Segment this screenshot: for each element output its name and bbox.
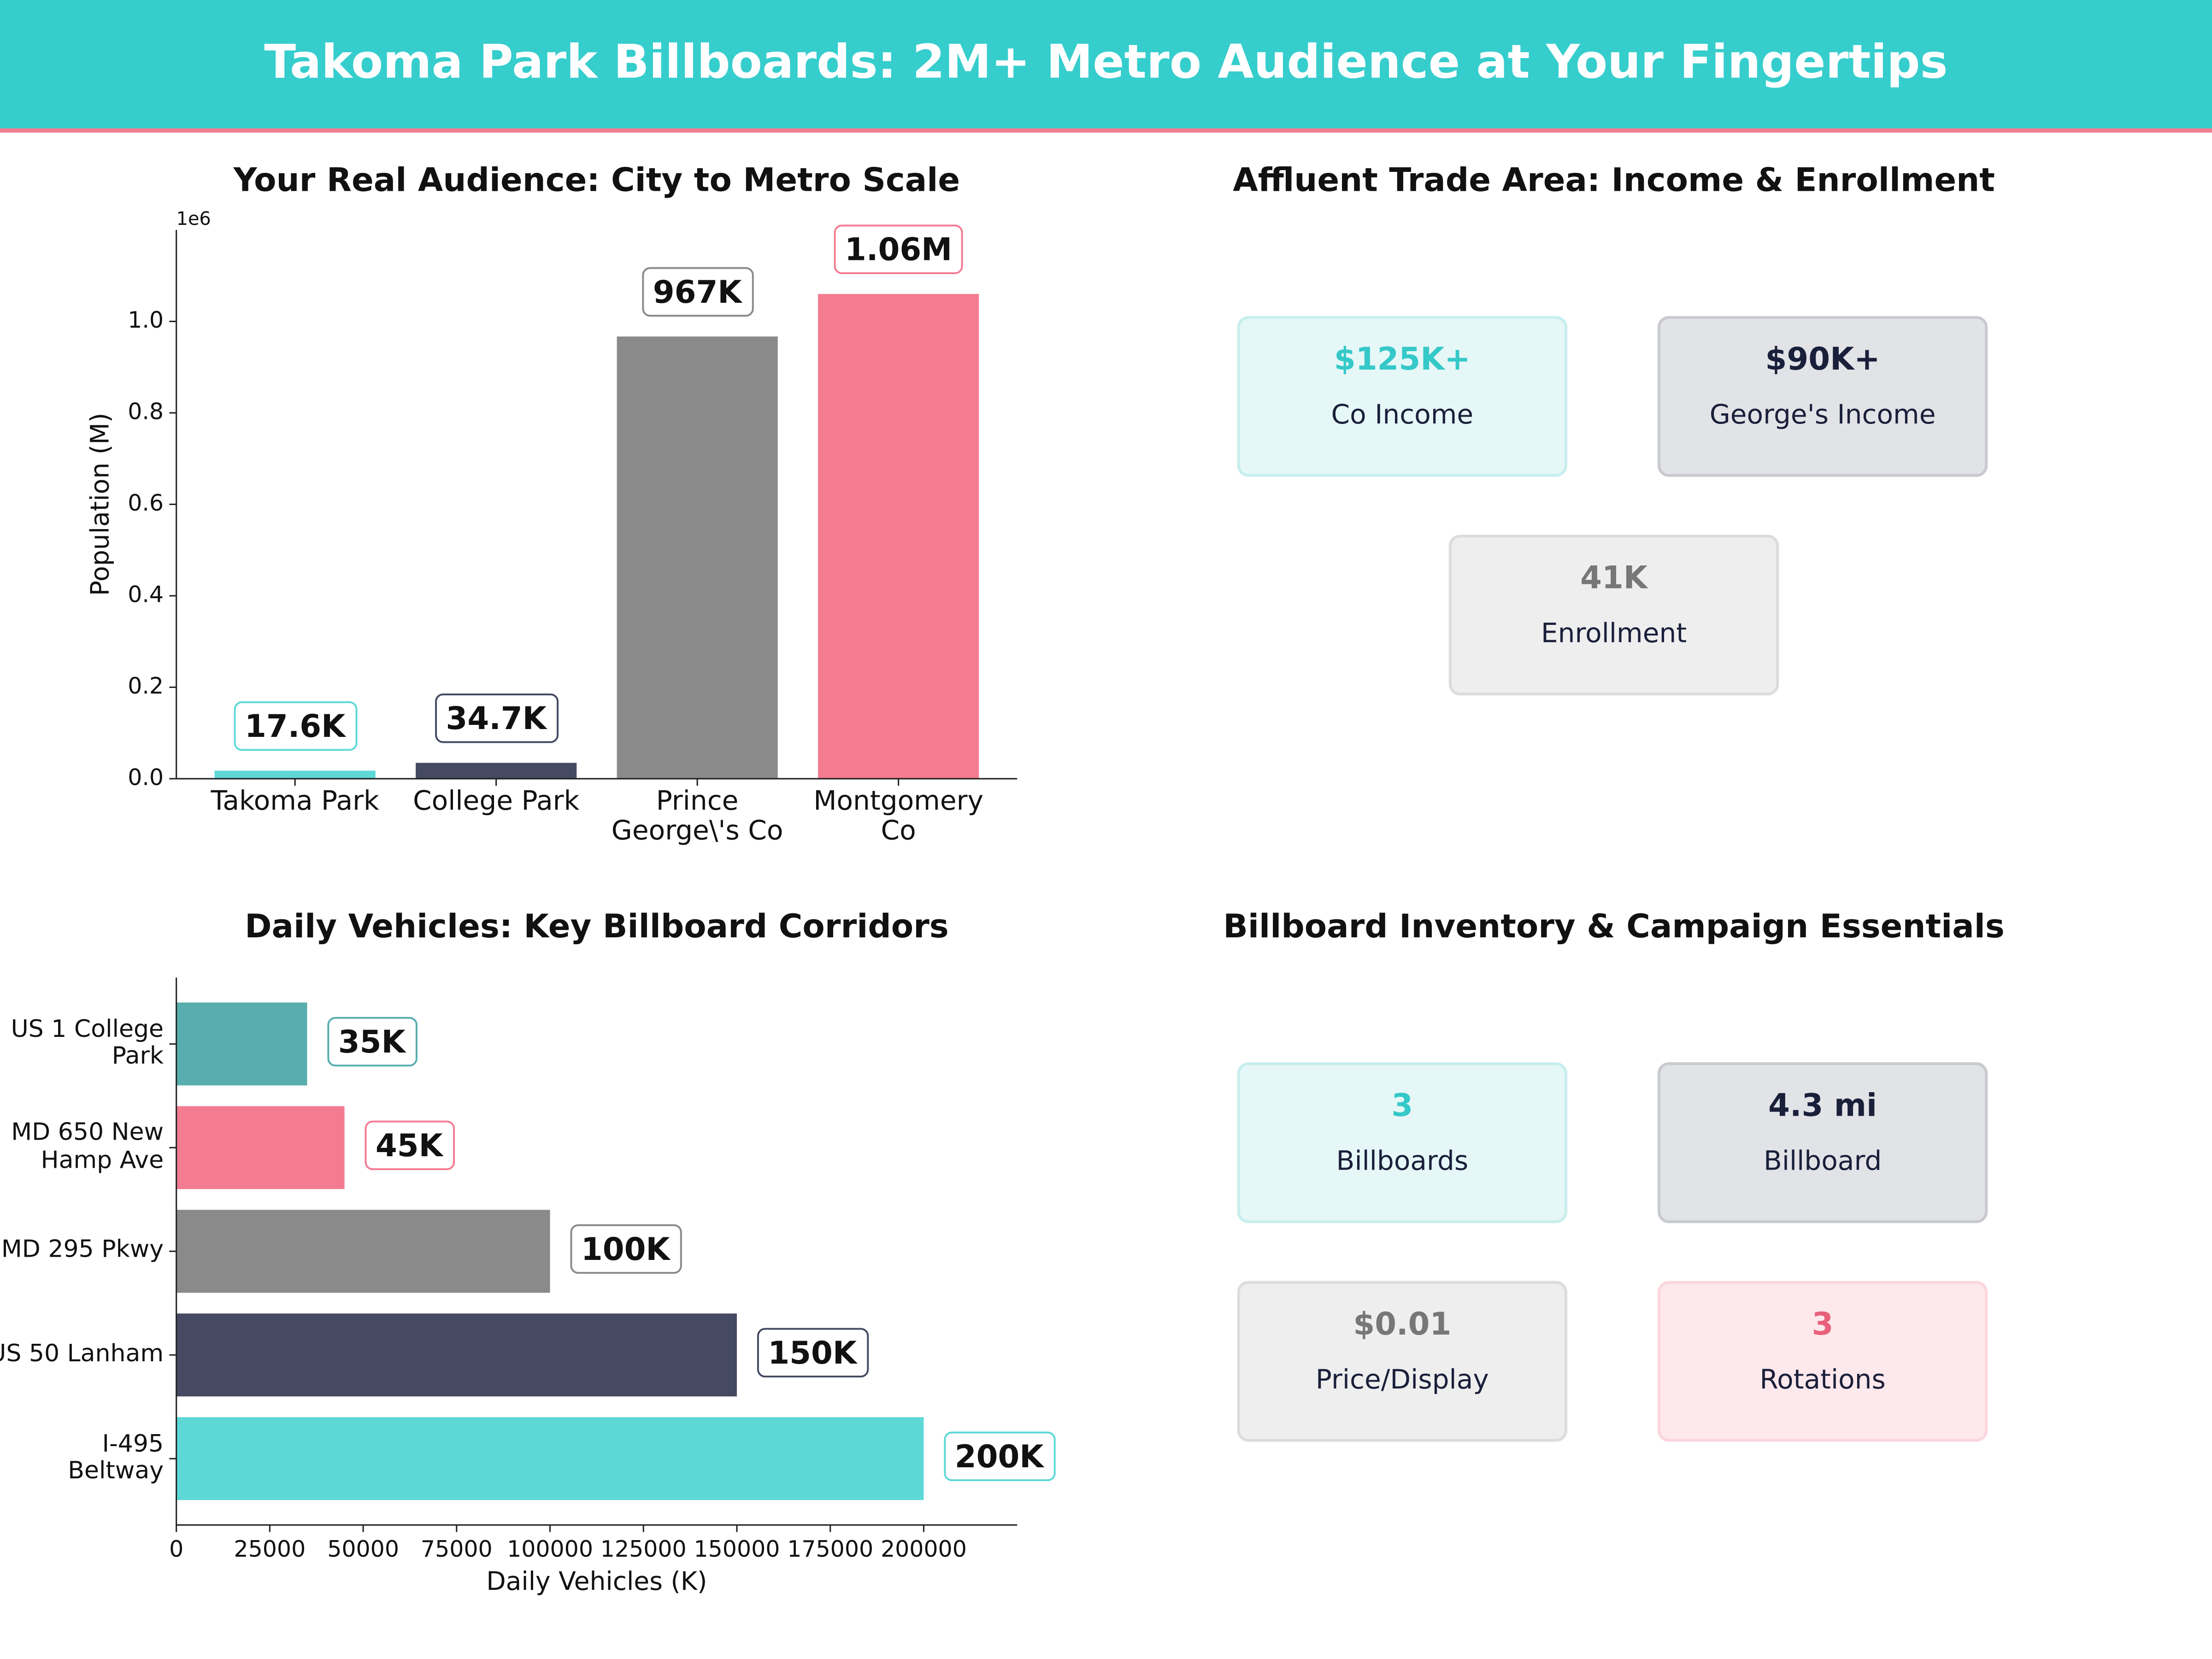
value-label-box xyxy=(365,1120,455,1171)
bar xyxy=(176,1002,307,1086)
value-label: 150K xyxy=(768,1335,858,1371)
y-tick-label: 0.4 xyxy=(128,581,164,607)
kpi-value: $0.01 xyxy=(1353,1306,1451,1342)
y-offset-label: 1e6 xyxy=(176,208,211,229)
panel-title: Affluent Trade Area: Income & Enrollment xyxy=(1233,161,1995,199)
y-tick-label-box: US 50 Lanham xyxy=(0,1340,164,1369)
x-tick-label: 0 xyxy=(169,1536,183,1562)
value-label: 35K xyxy=(338,1024,407,1060)
panel-title: Billboard Inventory & Campaign Essential… xyxy=(1223,907,2004,945)
value-label: 967K xyxy=(653,274,743,310)
kpi-card xyxy=(1657,1062,1988,1224)
y-tick-label: 0.6 xyxy=(128,490,164,516)
kpi-card xyxy=(1237,1281,1568,1442)
x-tick-label: College Park xyxy=(413,787,580,817)
y-tick-label: 0.8 xyxy=(128,398,164,424)
header-title: Takoma Park Billboards: 2M+ Metro Audien… xyxy=(264,35,1947,89)
value-label: 100K xyxy=(581,1231,671,1267)
value-label-box xyxy=(234,701,358,751)
kpi-value: 3 xyxy=(1391,1087,1413,1124)
kpi-card xyxy=(1657,1281,1988,1442)
bar xyxy=(176,1417,924,1500)
header-accent xyxy=(0,128,2212,133)
x-tick-label: 25000 xyxy=(234,1536,306,1562)
kpi-label: Rotations xyxy=(1759,1364,1886,1395)
y-tick-label: MD 295 Pkwy xyxy=(1,1236,164,1265)
x-tick-label: 150000 xyxy=(694,1536,780,1562)
y-tick-label: 0.2 xyxy=(128,673,164,699)
kpi-label: Billboards xyxy=(1336,1145,1469,1177)
y-tick-label: 1.0 xyxy=(128,307,164,333)
bar xyxy=(617,336,778,779)
x-tick-label-box: Montgomery Co xyxy=(813,787,983,847)
x-tick-label-box: College Park xyxy=(413,787,580,817)
kpi-card xyxy=(1657,316,1988,477)
value-label: 34.7K xyxy=(446,700,548,736)
value-label-box xyxy=(435,693,559,743)
y-tick-label-box: I-495 Beltway xyxy=(68,1430,164,1486)
value-label: 17.6K xyxy=(245,708,347,744)
value-label-box xyxy=(757,1328,869,1378)
x-tick-label: Montgomery Co xyxy=(813,787,983,847)
kpi-label: Co Income xyxy=(1331,399,1474,430)
y-tick-label-box: MD 650 New Hamp Ave xyxy=(11,1119,164,1175)
x-tick-label-box: Takoma Park xyxy=(211,787,379,817)
kpi-label: George's Income xyxy=(1710,399,1936,430)
x-tick-label: 175000 xyxy=(787,1536,873,1562)
kpi-card xyxy=(1237,316,1568,477)
value-label-box xyxy=(327,1017,418,1067)
x-tick-label: Takoma Park xyxy=(211,787,379,817)
kpi-value: 3 xyxy=(1812,1306,1834,1342)
kpi-value: 4.3 mi xyxy=(1768,1087,1877,1124)
x-tick-label-box: Prince George\'s Co xyxy=(611,787,783,847)
y-tick-label: US 50 Lanham xyxy=(0,1340,164,1369)
bar xyxy=(416,763,577,779)
y-tick-label: MD 650 New Hamp Ave xyxy=(11,1119,164,1175)
chart-title: Daily Vehicles: Key Billboard Corridors xyxy=(245,907,949,945)
chart-title: Your Real Audience: City to Metro Scale xyxy=(233,161,960,199)
y-tick-label: I-495 Beltway xyxy=(68,1430,164,1486)
kpi-label: Billboard xyxy=(1764,1145,1882,1177)
value-label-box xyxy=(570,1224,682,1274)
bar xyxy=(214,771,376,779)
value-label: 45K xyxy=(376,1127,444,1164)
header-band xyxy=(0,0,2212,130)
bar xyxy=(176,1106,345,1189)
x-tick-label: 50000 xyxy=(327,1536,399,1562)
value-label-box xyxy=(944,1431,1056,1482)
kpi-card xyxy=(1237,1062,1568,1224)
value-label-box xyxy=(642,267,754,317)
kpi-value: $125K+ xyxy=(1334,341,1471,377)
y-axis-label: Population (M) xyxy=(85,413,115,596)
value-label-box xyxy=(834,224,963,274)
value-label: 200K xyxy=(955,1438,1045,1475)
value-label: 1.06M xyxy=(845,231,952,268)
x-tick-label: 75000 xyxy=(421,1536,493,1562)
kpi-value: $90K+ xyxy=(1765,341,1880,377)
kpi-label: Enrollment xyxy=(1541,618,1687,649)
y-tick-label: US 1 College Park xyxy=(11,1016,164,1071)
kpi-card xyxy=(1448,535,1779,696)
y-tick-label-box: MD 295 Pkwy xyxy=(1,1236,164,1265)
x-tick-label: 200000 xyxy=(881,1536,967,1562)
kpi-value: 41K xyxy=(1580,559,1649,596)
y-tick-label: 0.0 xyxy=(128,764,164,790)
bar xyxy=(176,1313,737,1397)
x-tick-label: 100000 xyxy=(507,1536,593,1562)
x-axis-label: Daily Vehicles (K) xyxy=(486,1566,707,1596)
kpi-label: Price/Display xyxy=(1316,1364,1489,1395)
y-tick-label-box: US 1 College Park xyxy=(11,1016,164,1071)
x-tick-label: 125000 xyxy=(600,1536,687,1562)
x-tick-label: Prince George\'s Co xyxy=(611,787,783,847)
bar xyxy=(176,1210,550,1293)
bar xyxy=(818,294,979,779)
